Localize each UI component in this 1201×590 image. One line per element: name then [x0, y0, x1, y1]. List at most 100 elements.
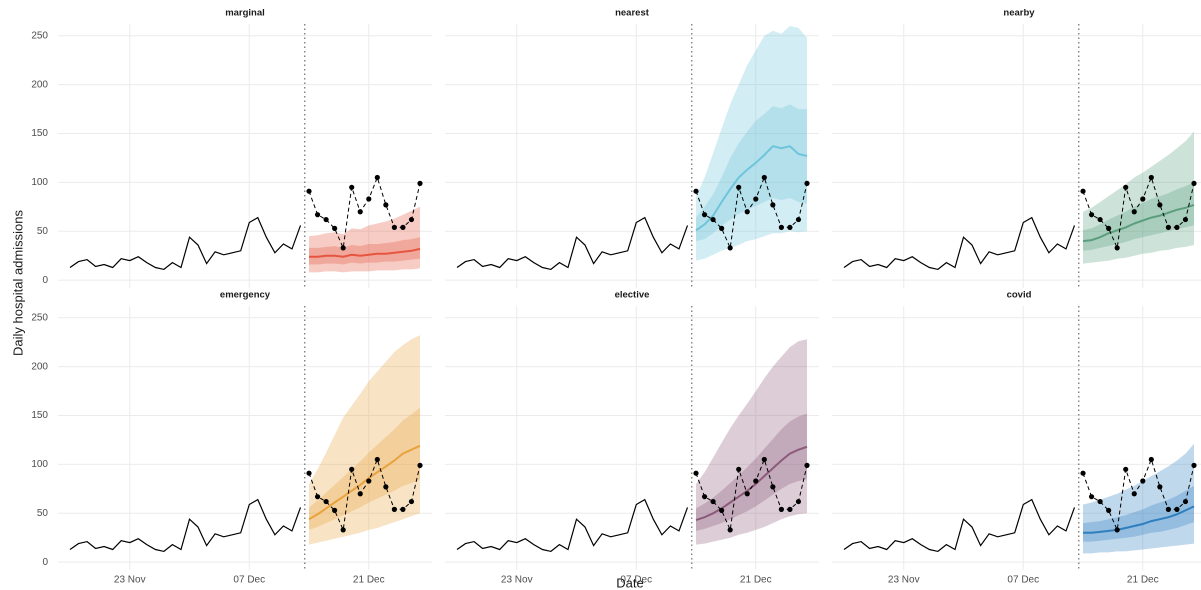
actual-point	[1148, 456, 1154, 463]
x-tick-label: 21 Dec	[353, 575, 385, 586]
actual-point	[787, 224, 793, 230]
actual-point	[374, 456, 380, 463]
actual-point	[727, 245, 733, 251]
y-tick-label: 50	[37, 226, 49, 237]
actual-point	[701, 494, 708, 500]
actual-point	[1191, 462, 1197, 468]
actual-point	[391, 506, 397, 512]
x-axis-label: Date	[616, 575, 643, 590]
actual-point	[374, 174, 380, 181]
actual-point	[366, 196, 372, 202]
y-tick-label: 100	[31, 459, 48, 470]
actual-point	[778, 506, 784, 512]
actual-point	[383, 202, 389, 208]
actual-point	[1123, 466, 1129, 472]
median-line	[1083, 505, 1195, 534]
x-tick-label: 23 Nov	[114, 575, 146, 586]
actual-point	[753, 478, 759, 484]
y-tick-label: 250	[31, 30, 48, 41]
observed-line	[456, 498, 689, 553]
actual-point	[400, 506, 406, 512]
median-line	[309, 247, 421, 258]
observed-line	[843, 498, 1076, 553]
actual-point	[761, 174, 767, 181]
actual-point	[778, 224, 784, 230]
actual-point	[1080, 470, 1086, 476]
y-tick-label: 200	[31, 361, 48, 372]
facet-title: covid	[1007, 290, 1032, 301]
band-50	[309, 407, 420, 530]
x-tick-label: 23 Nov	[501, 575, 533, 586]
y-tick-label: 0	[42, 275, 48, 286]
actual-point	[787, 506, 793, 512]
band-90	[696, 339, 807, 545]
actual-point	[1131, 209, 1137, 215]
actual-point	[323, 498, 329, 505]
actual-point	[1106, 507, 1112, 513]
actual-point	[719, 507, 725, 513]
band-90	[309, 335, 420, 545]
x-tick-label: 07 Dec	[1007, 575, 1039, 586]
actual-point	[366, 478, 372, 484]
band-50	[1083, 485, 1194, 542]
band-90	[696, 26, 807, 261]
actual-point	[710, 216, 716, 223]
x-tick-label: 07 Dec	[233, 575, 265, 586]
actual-point	[1114, 245, 1120, 251]
facet-title: nearby	[1003, 8, 1035, 19]
actual-point	[1140, 196, 1146, 202]
actual-point	[1165, 224, 1171, 230]
actual-point	[357, 209, 363, 215]
y-tick-label: 250	[31, 312, 48, 323]
band-50	[696, 104, 807, 242]
actual-point	[340, 527, 346, 533]
median-line	[695, 145, 808, 232]
actual-point	[1148, 174, 1154, 181]
actual-point	[693, 188, 699, 194]
actual-point	[761, 456, 767, 463]
actual-point	[744, 209, 750, 215]
actual-point	[1174, 506, 1180, 512]
actual-point	[1123, 184, 1129, 190]
actual-point	[770, 484, 776, 490]
actual-point	[1157, 484, 1163, 490]
actual-point	[1182, 498, 1189, 505]
x-tick-label: 23 Nov	[888, 575, 920, 586]
actual-point	[417, 462, 423, 468]
actual-point	[1174, 224, 1180, 230]
actual-point	[795, 498, 802, 505]
y-tick-label: 0	[42, 557, 48, 568]
actual-point	[1182, 216, 1189, 223]
actual-point	[744, 491, 750, 497]
actual-point	[306, 470, 312, 476]
actual-point	[701, 212, 708, 218]
actual-point	[1191, 180, 1197, 186]
y-tick-label: 150	[31, 128, 48, 139]
actual-point	[804, 180, 810, 186]
actual-point	[1140, 478, 1146, 484]
actual-point	[323, 216, 329, 223]
facet-title: marginal	[225, 8, 265, 19]
actual-point	[1088, 494, 1095, 500]
actual-point	[710, 498, 716, 505]
actual-point	[1165, 506, 1171, 512]
median-line	[1082, 203, 1195, 243]
y-tick-label: 150	[31, 410, 48, 421]
actual-point	[314, 494, 321, 500]
actual-point	[400, 224, 406, 230]
observed-line	[843, 216, 1076, 271]
band-90	[1083, 131, 1194, 264]
actual-point	[383, 484, 389, 490]
actual-point	[770, 202, 776, 208]
x-tick-label: 21 Dec	[1127, 575, 1159, 586]
facet-title: emergency	[220, 290, 271, 301]
actual-point	[693, 470, 699, 476]
band-50	[696, 413, 807, 531]
actual-point	[417, 180, 423, 186]
actual-point	[332, 507, 338, 513]
actual-point	[408, 498, 415, 505]
actual-point	[408, 216, 415, 223]
x-tick-label: 21 Dec	[740, 575, 772, 586]
x-tick-label: 07 Dec	[620, 575, 652, 586]
actual-point	[314, 212, 321, 218]
